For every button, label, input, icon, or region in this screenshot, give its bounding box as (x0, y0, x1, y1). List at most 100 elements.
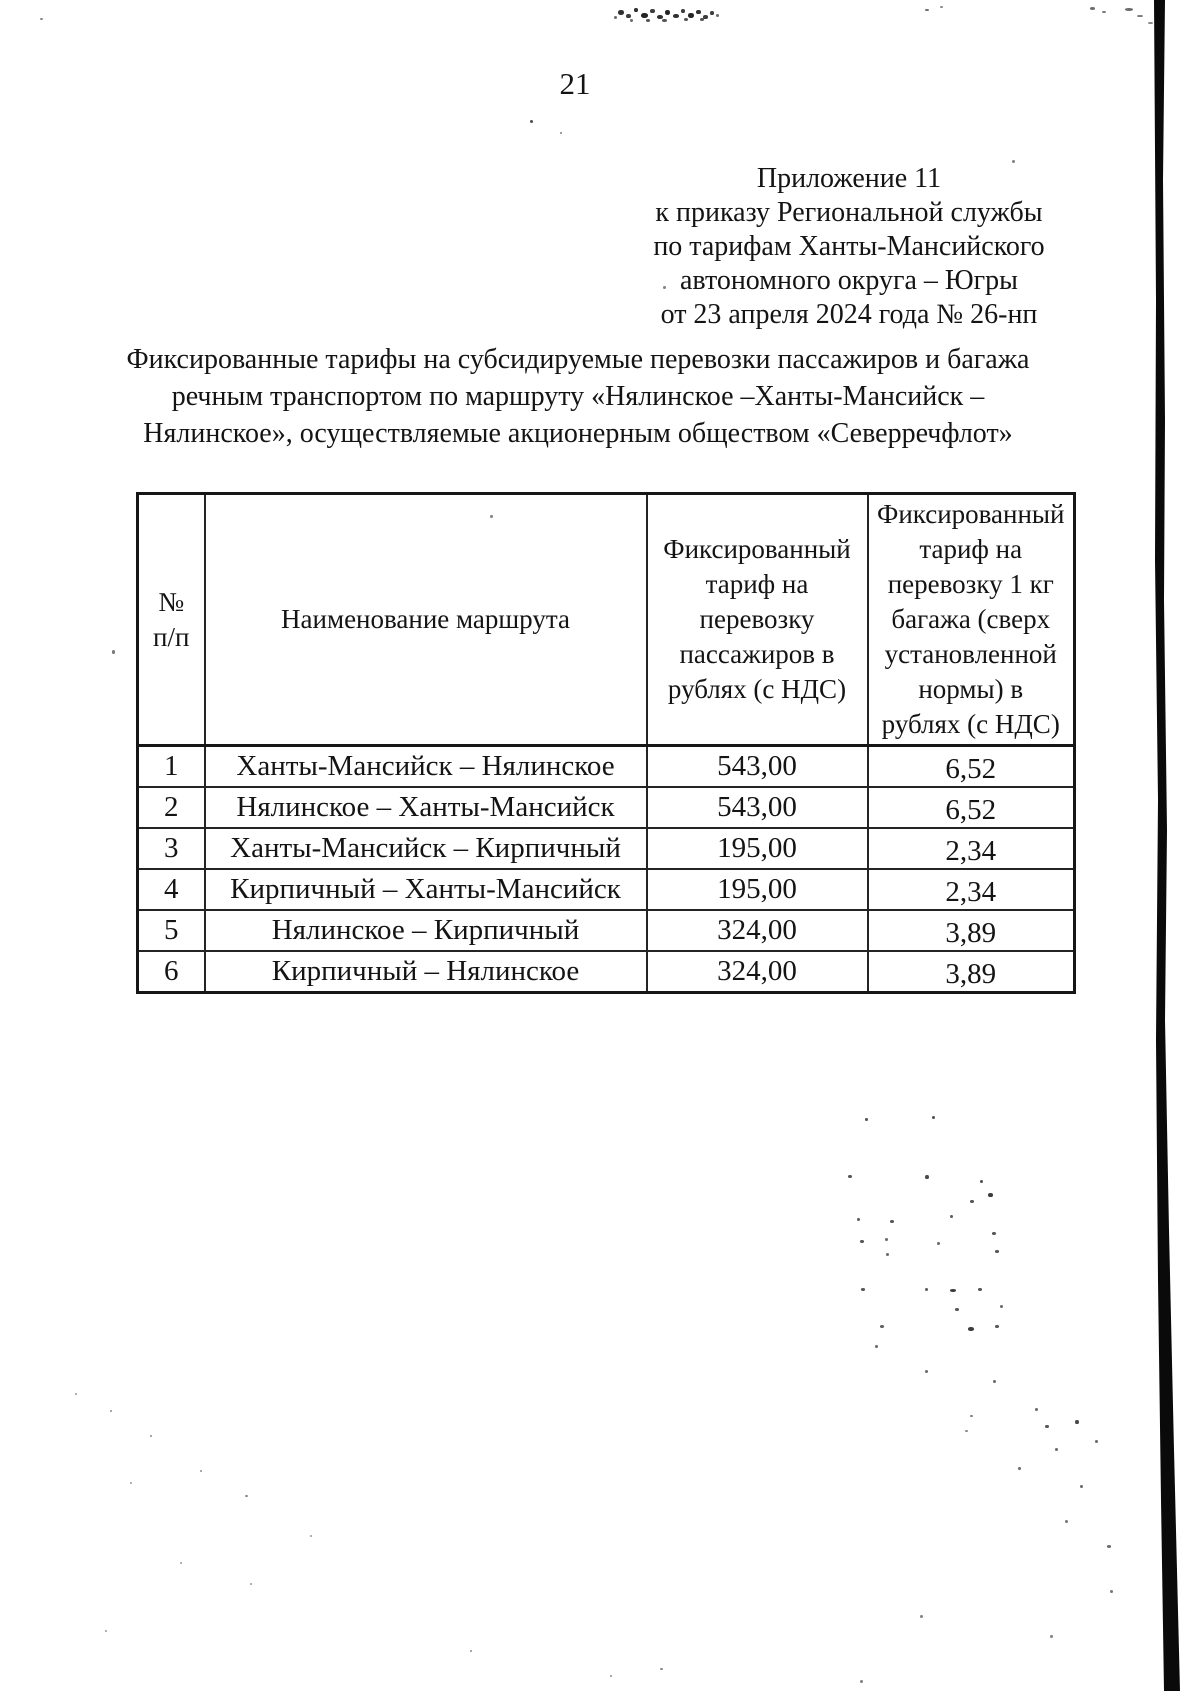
scan-speck (1110, 1590, 1113, 1593)
scan-speck (865, 1118, 868, 1121)
table-row: 4 Кирпичный – Ханты-Мансийск 195,00 2,34 (136, 868, 1076, 911)
passenger-tariff-value: 195,00 (645, 827, 869, 870)
scan-speck (950, 1289, 956, 1292)
scan-speck (110, 1410, 112, 1412)
passenger-tariff-value: 324,00 (645, 950, 869, 994)
route-name: Нялинское – Кирпичный (203, 909, 648, 952)
scan-speck (890, 1220, 894, 1223)
baggage-tariff-value: 3,89 (866, 909, 1076, 952)
row-number: 5 (136, 909, 206, 952)
scan-speck (1095, 1440, 1098, 1443)
scan-speck (703, 15, 708, 19)
col-header-row-number: № п/п (136, 492, 206, 747)
table-row: 1 Ханты-Мансийск – Нялинское 543,00 6,52 (136, 744, 1076, 788)
row-number: 1 (136, 744, 206, 788)
scan-speck (880, 1325, 884, 1328)
col-header-baggage-tariff: Фиксированный тариф на перевозку 1 кг ба… (866, 492, 1076, 747)
scan-speck (1045, 1425, 1049, 1428)
passenger-tariff-value: 543,00 (645, 744, 869, 788)
scan-speck (610, 1675, 612, 1677)
tariff-table: № п/п Наименование маршрута Фиксированны… (136, 492, 1076, 994)
scan-speck (40, 18, 43, 20)
scan-speck (940, 6, 943, 8)
scan-speck (1137, 15, 1143, 17)
table-header-row: № п/п Наименование маршрута Фиксированны… (136, 492, 1076, 747)
scan-speck (968, 1327, 974, 1331)
baggage-tariff-value: 3,89 (866, 950, 1076, 994)
scan-speck (1035, 1408, 1038, 1411)
scan-speck (955, 1308, 959, 1311)
scan-speck (860, 1240, 864, 1243)
scan-speck (885, 1238, 888, 1241)
scan-speck (860, 1680, 863, 1683)
scan-speck (1000, 1305, 1003, 1308)
scan-speck (75, 1393, 77, 1395)
scan-speck (716, 14, 719, 17)
col-header-passenger-tariff: Фиксированный тариф на перевозку пассажи… (645, 492, 869, 747)
scan-speck (1055, 1448, 1058, 1451)
row-number: 2 (136, 786, 206, 829)
scan-speck (925, 9, 929, 11)
scan-speck (1148, 22, 1153, 24)
route-name: Кирпичный – Ханты-Мансийск (203, 868, 648, 911)
scan-speck (618, 10, 624, 15)
scan-speck (1075, 1420, 1079, 1424)
scan-speck (875, 1345, 878, 1348)
table-row: 5 Нялинское – Кирпичный 324,00 3,89 (136, 909, 1076, 952)
scan-speck (663, 286, 666, 289)
row-number: 3 (136, 827, 206, 870)
scan-speck (988, 1193, 993, 1197)
scan-speck (530, 120, 533, 123)
scan-speck (920, 1615, 923, 1618)
scan-speck (180, 1562, 182, 1564)
scan-speck (710, 11, 714, 15)
scan-speck (992, 1232, 996, 1235)
appendix-line: автономного округа – Югры (680, 265, 1018, 296)
route-name: Ханты-Мансийск – Кирпичный (203, 827, 648, 870)
scan-speck (950, 1215, 953, 1218)
scan-speck (1018, 1467, 1021, 1470)
scan-speck (673, 14, 679, 18)
scan-speck (662, 19, 667, 22)
scan-speck (657, 15, 663, 19)
scan-speck (1102, 11, 1106, 13)
route-name: Кирпичный – Нялинское (203, 950, 648, 994)
scan-speck (1090, 7, 1095, 10)
scan-speck (970, 1415, 973, 1417)
scan-speck (200, 1470, 202, 1472)
scan-speck (310, 1535, 312, 1537)
scan-speck (130, 1482, 132, 1484)
scan-speck (560, 132, 562, 134)
scan-speck (925, 1370, 928, 1373)
title-line: Нялинское», осуществляемые акционерным о… (143, 418, 1013, 449)
scan-speck (630, 19, 633, 22)
scan-speck (1125, 8, 1133, 11)
scan-speck (995, 1250, 999, 1253)
scan-speck (650, 9, 655, 13)
scan-speck (1080, 1485, 1083, 1488)
scan-speck (848, 1175, 852, 1178)
scan-speck (925, 1175, 929, 1179)
scan-speck (250, 1583, 252, 1585)
scan-speck (970, 1200, 974, 1203)
scan-speck (932, 1116, 935, 1119)
passenger-tariff-value: 324,00 (645, 909, 869, 952)
appendix-line: по тарифам Ханты-Мансийского (653, 231, 1045, 262)
appendix-line: к приказу Региональной службы (655, 197, 1043, 228)
baggage-tariff-value: 6,52 (866, 744, 1076, 788)
scan-speck (626, 14, 631, 18)
scan-speck (980, 1180, 983, 1183)
scan-speck (245, 1495, 248, 1497)
scan-speck (470, 1650, 472, 1652)
scan-speck (688, 13, 694, 18)
scan-speck (112, 650, 115, 654)
scan-speck (1050, 1635, 1053, 1638)
passenger-tariff-value: 195,00 (645, 868, 869, 911)
scan-speck (684, 18, 688, 21)
scan-speck (490, 515, 493, 518)
route-name: Нялинское – Ханты-Мансийск (203, 786, 648, 829)
appendix-line: Приложение 11 (756, 163, 942, 194)
scan-speck (1065, 1520, 1068, 1523)
scan-speck (993, 1380, 996, 1383)
